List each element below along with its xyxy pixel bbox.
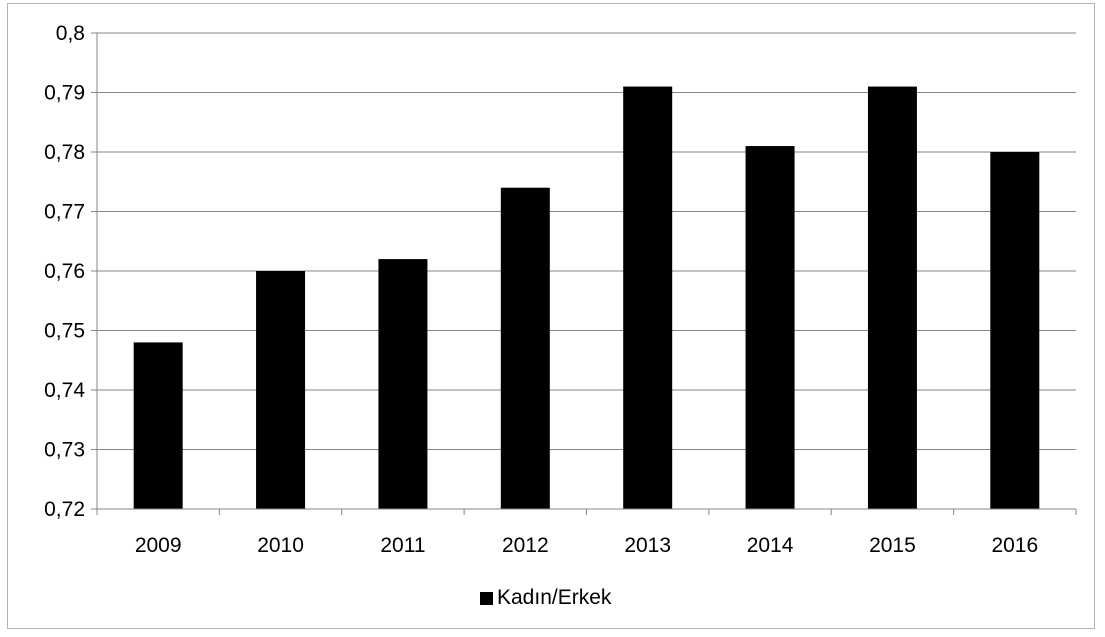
bar-2010 [256, 271, 306, 509]
bar-2015 [867, 86, 917, 510]
y-tick-label: 0,77 [44, 201, 85, 224]
bar-2016 [990, 152, 1040, 509]
legend-label: Kadın/Erkek [497, 586, 612, 609]
x-tick-label: 2010 [257, 534, 304, 557]
y-tick-label: 0,72 [44, 498, 85, 521]
x-tick-label: 2016 [991, 534, 1038, 557]
bar-2013 [623, 86, 673, 510]
x-tick-label: 2014 [747, 534, 794, 557]
x-tick-label: 2011 [380, 534, 425, 557]
y-axis: 0,72 0,73 0,74 0,75 0,76 0,77 0,78 0,79 0,8 [44, 22, 98, 521]
y-tick-label: 0,76 [44, 260, 85, 283]
bar-2011 [378, 259, 428, 509]
x-tick-label: 2012 [502, 534, 549, 557]
y-tick-label: 0,74 [44, 379, 85, 402]
x-tick-label: 2015 [869, 534, 916, 557]
legend: Kadın/Erkek [480, 586, 611, 610]
bar-2014 [745, 146, 795, 510]
bars [133, 86, 1040, 510]
x-axis: 2009 2010 2011 2012 2013 2014 2015 2016 [96, 508, 1077, 557]
y-tick-label: 0,78 [44, 141, 85, 164]
y-tick-label: 0,8 [56, 22, 85, 45]
y-tick-label: 0,75 [44, 320, 85, 343]
y-tick-label: 0,73 [44, 439, 85, 462]
y-tick-label: 0,79 [44, 82, 85, 105]
gridlines [97, 32, 1076, 450]
legend-swatch [480, 591, 493, 605]
x-tick-label: 2013 [624, 534, 671, 557]
x-tick-label: 2009 [135, 534, 182, 557]
bar-2012 [500, 187, 550, 509]
bar-2009 [133, 342, 183, 509]
